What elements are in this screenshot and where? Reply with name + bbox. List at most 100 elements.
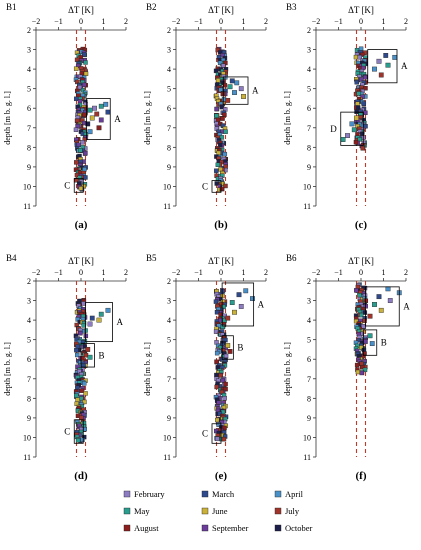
data-point — [78, 147, 83, 153]
panel-caption: (f) — [356, 470, 367, 482]
data-point — [367, 333, 373, 339]
x-tick-label: −2 — [312, 17, 321, 26]
y-axis-label: depth [m b. g. l.] — [3, 91, 12, 145]
data-point — [340, 137, 346, 142]
x-tick-label: 1 — [102, 17, 106, 26]
x-tick-label: 1 — [382, 17, 386, 26]
y-tick-label: 6 — [167, 355, 171, 364]
data-point — [80, 356, 85, 361]
data-point — [83, 391, 88, 396]
data-point — [362, 75, 368, 80]
data-point — [74, 160, 79, 165]
data-point — [236, 292, 242, 298]
data-point — [345, 133, 350, 138]
data-point — [360, 145, 365, 151]
data-point — [227, 349, 233, 354]
x-tick-label: −1 — [54, 17, 63, 26]
data-point — [87, 129, 93, 135]
panel-title: B3 — [286, 2, 297, 12]
annotation-label: D — [330, 124, 337, 134]
x-tick-label: 2 — [124, 17, 128, 26]
data-point — [82, 344, 87, 349]
data-point — [214, 113, 219, 118]
data-point — [82, 52, 87, 57]
data-point — [234, 80, 240, 86]
x-tick-label: −2 — [32, 17, 41, 26]
data-point — [387, 298, 393, 303]
y-tick-label: 11 — [23, 453, 31, 462]
data-point — [215, 436, 220, 442]
annotation-label: A — [403, 301, 410, 311]
panel-title: B6 — [286, 253, 297, 263]
legend: February March April May June July August Septe… — [123, 489, 313, 533]
x-axis-label: ΔT [K] — [348, 256, 374, 266]
data-point — [367, 313, 373, 319]
data-point — [250, 296, 255, 301]
x-tick-label: −2 — [172, 268, 181, 277]
data-point — [223, 386, 228, 392]
annotation-box — [362, 329, 378, 356]
y-tick-label: 7 — [167, 124, 171, 133]
panel-b6: B6 −2 −1 0 1 2 ΔT [K] 2 3 4 5 6 7 8 9 10 11 depth [m b. g… — [283, 253, 410, 482]
panel-title: B1 — [6, 2, 17, 12]
data-point — [385, 62, 391, 68]
y-tick-label: 9 — [167, 163, 171, 172]
annotation-box — [222, 76, 249, 105]
data-point — [362, 367, 368, 373]
x-axis-label: ΔT [K] — [68, 5, 94, 15]
x-tick-label: 2 — [404, 17, 408, 26]
data-point — [214, 106, 219, 112]
data-point — [214, 359, 219, 364]
x-tick-label: 0 — [219, 268, 223, 277]
panel-title: B4 — [6, 253, 17, 263]
annotation-label: A — [258, 299, 265, 309]
y-tick-label: 11 — [303, 202, 311, 211]
data-point — [89, 115, 95, 121]
data-point — [360, 94, 365, 99]
data-point — [222, 151, 228, 157]
data-point — [360, 364, 365, 370]
data-point — [83, 175, 88, 180]
data-point — [225, 315, 231, 321]
y-tick-label: 9 — [307, 414, 311, 423]
annotation-label: A — [252, 86, 259, 96]
data-point — [372, 66, 377, 72]
legend-swatch — [123, 524, 131, 532]
y-tick-label: 7 — [307, 124, 311, 133]
data-point — [78, 186, 84, 191]
y-tick-label: 2 — [27, 26, 31, 35]
annotation-label: A — [117, 317, 124, 327]
data-point — [217, 50, 223, 55]
x-tick-label: 2 — [264, 268, 268, 277]
y-tick-label: 3 — [167, 46, 171, 55]
data-point — [214, 384, 219, 390]
y-tick-label: 3 — [27, 46, 31, 55]
y-axis-label: depth [m b. g. l.] — [143, 342, 152, 396]
data-point — [213, 329, 219, 334]
data-point — [238, 86, 244, 92]
y-tick-label: 10 — [163, 433, 171, 442]
x-axis-label: ΔT [K] — [68, 256, 94, 266]
annotation-label: B — [99, 350, 105, 360]
data-point — [82, 167, 87, 172]
annotation-box — [80, 343, 95, 368]
annotation-label: C — [202, 181, 208, 191]
x-tick-label: −1 — [334, 17, 343, 26]
data-point — [357, 55, 362, 60]
data-point — [83, 71, 89, 76]
y-tick-label: 10 — [303, 433, 311, 442]
data-point — [223, 381, 228, 387]
data-point — [223, 183, 228, 189]
y-tick-label: 7 — [167, 375, 171, 384]
data-point — [98, 103, 104, 109]
data-point — [356, 91, 361, 96]
annotation-label: B — [381, 338, 387, 348]
data-point — [355, 105, 361, 110]
annotation-box — [211, 423, 222, 444]
annotation-box — [86, 98, 111, 140]
y-tick-label: 8 — [307, 143, 311, 152]
data-point — [85, 121, 91, 127]
x-tick-label: 2 — [264, 17, 268, 26]
y-tick-label: 4 — [307, 65, 311, 74]
data-point — [105, 307, 111, 313]
